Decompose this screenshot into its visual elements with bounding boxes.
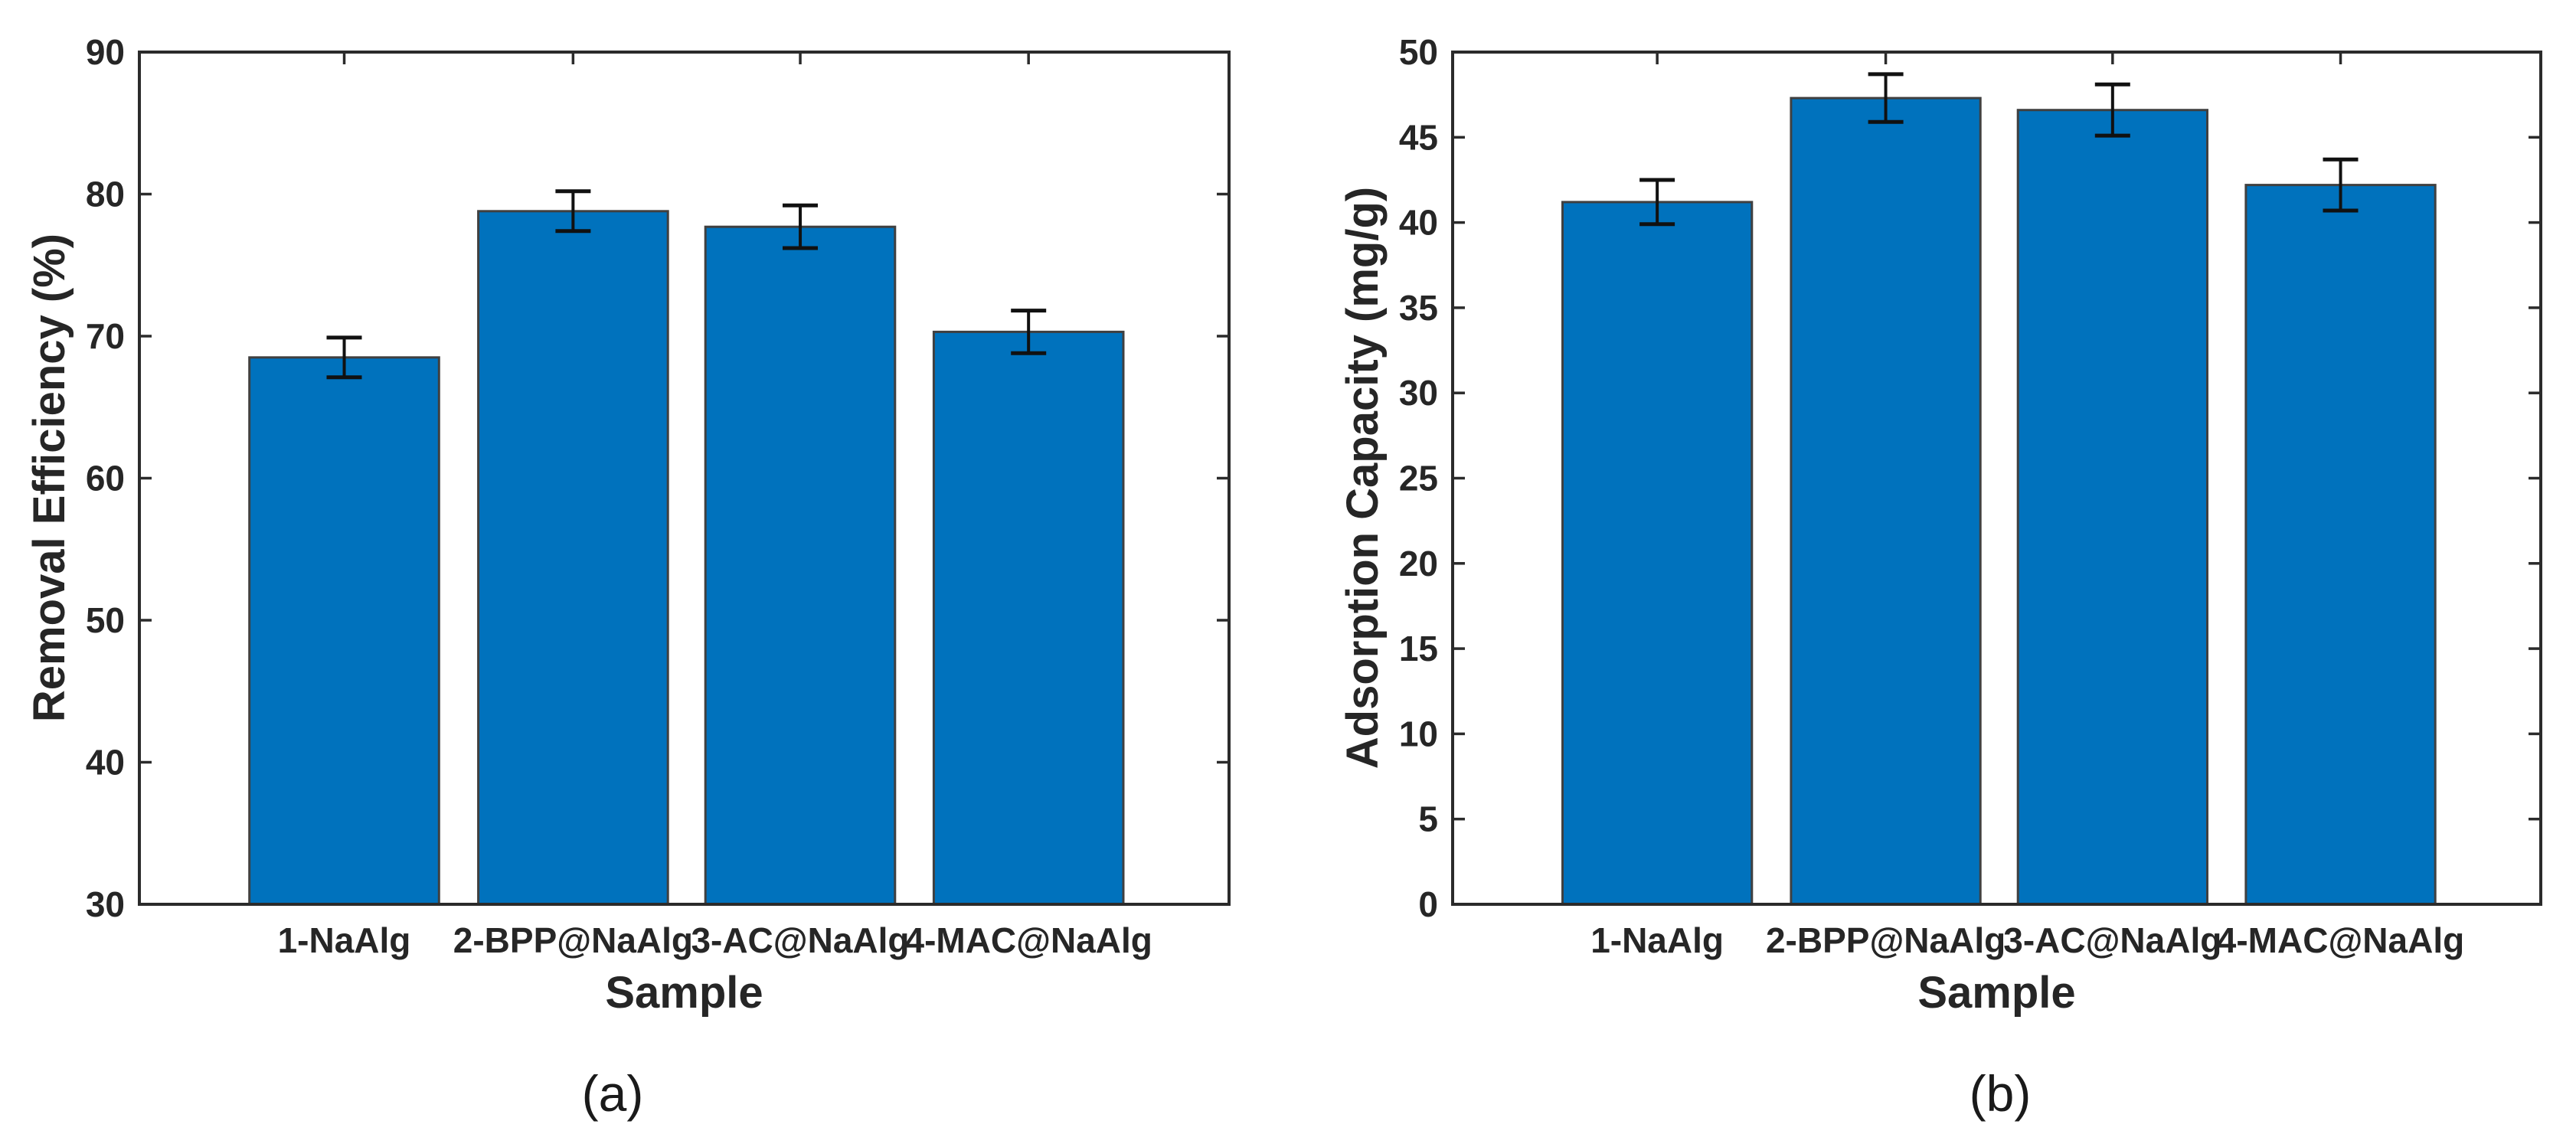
bar-2-BPP@NaAlg [1790, 96, 1982, 906]
bar-1-NaAlg [1561, 201, 1754, 906]
y-tick-label: 5 [1418, 799, 1438, 839]
y-axis-label-a: Removal Efficiency (%) [25, 233, 74, 723]
x-category-label: 1-NaAlg [278, 920, 411, 960]
y-tick-label: 35 [1399, 288, 1438, 328]
x-axis-label-a: Sample [605, 968, 763, 1018]
y-tick-label: 45 [1399, 117, 1438, 157]
x-category-label: 3-AC@NaAlg [2003, 920, 2221, 960]
x-category-label: 3-AC@NaAlg [691, 920, 909, 960]
y-tick-label: 30 [1399, 373, 1438, 413]
chart-panel-b: 0 5 10 15 20 25 30 35 40 45 50 1-NaAlg 2-BPP@NaAlg 3-… [1288, 0, 2576, 1134]
y-tick-label: 60 [86, 459, 125, 498]
y-tick-label: 40 [86, 743, 125, 783]
bar-3-AC@NaAlg [2016, 109, 2209, 906]
x-category-label: 4-MAC@NaAlg [904, 920, 1152, 960]
y-tick-label: 50 [86, 600, 125, 640]
y-tick-label: 80 [86, 175, 125, 214]
chart-panel-a: 30 40 50 60 70 80 90 1-NaAlg 2-BPP@NaAlg 3-AC@NaA… [25, 32, 1231, 1122]
bar-chart-a: 30 40 50 60 70 80 90 1-NaAlg 2-BPP@NaAlg3-AC@NaA… [86, 32, 1231, 960]
panel-label-a: (a) [581, 1065, 644, 1122]
y-tick-label: 0 [1418, 884, 1438, 924]
y-tick-label: 10 [1399, 714, 1438, 753]
x-category-label: 1-NaAlg [1590, 920, 1724, 960]
y-tick-label: 30 [86, 884, 125, 924]
y-tick-label: 40 [1399, 203, 1438, 243]
bar-chart-b: 0 5 10 15 20 25 30 35 40 45 50 1-NaAlg 2-BPP@NaAlg3-… [1399, 32, 2542, 960]
bar-3-AC@NaAlg [704, 225, 897, 906]
x-category-label: 2-BPP@NaAlg [1766, 920, 2006, 960]
y-tick-label: 50 [1399, 32, 1438, 72]
y-tick-label: 25 [1399, 459, 1438, 498]
bar-1-NaAlg [248, 356, 440, 906]
x-category-label: 2-BPP@NaAlg [453, 920, 693, 960]
bar-2-BPP@NaAlg [477, 210, 669, 906]
x-category-label: 4-MAC@NaAlg [2217, 920, 2464, 960]
y-tick-label: 15 [1399, 629, 1438, 668]
panel-label-b: (b) [1969, 1065, 2032, 1122]
y-tick-label: 70 [86, 316, 125, 356]
y-axis-label-b: Adsorption Capacity (mg/g) [1338, 186, 1388, 770]
x-axis-label-b: Sample [1917, 968, 2076, 1018]
bar-4-MAC@NaAlg [2244, 184, 2437, 906]
y-tick-label: 90 [86, 32, 125, 72]
y-tick-label: 20 [1399, 544, 1438, 583]
bar-4-MAC@NaAlg [932, 330, 1125, 906]
